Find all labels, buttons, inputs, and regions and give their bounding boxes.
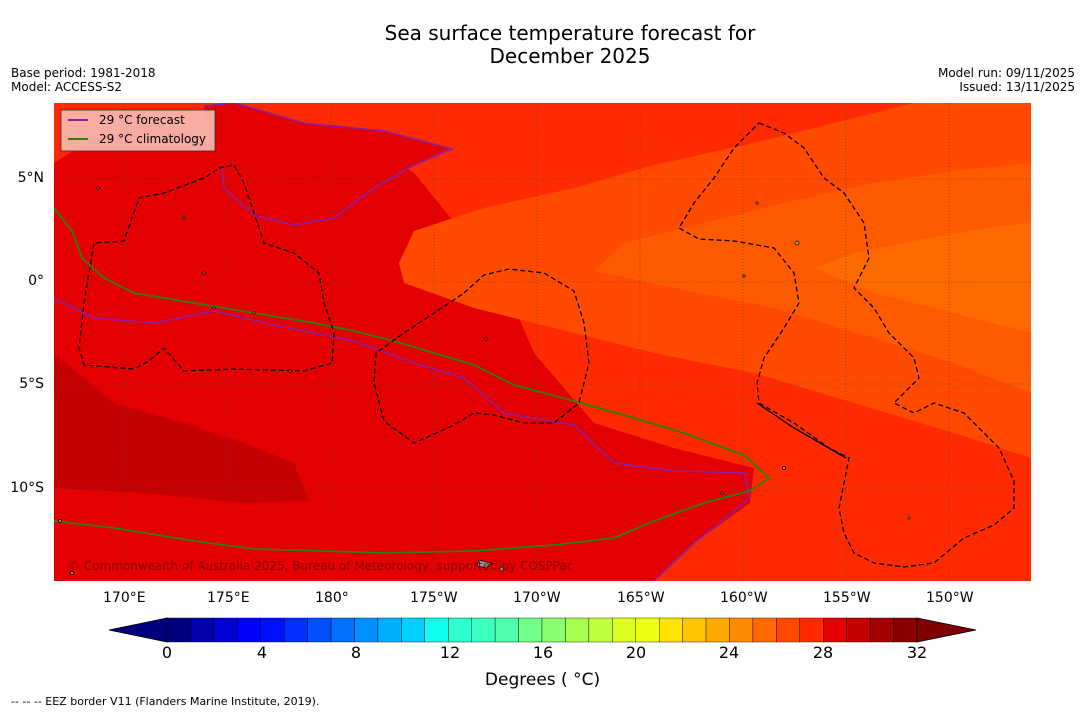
colorbar-cell [893, 617, 918, 643]
base-period-text: Base period: 1981-2018 [11, 66, 156, 80]
colorbar-cell [541, 617, 566, 643]
sst-field-cool-tongue-mid [594, 163, 1031, 393]
title-line-1: Sea surface temperature forecast for [384, 21, 756, 45]
colorbar-max-arrow [916, 617, 977, 643]
sst-field-warmpool-north [204, 103, 449, 225]
eez-footnote: -- -- -- EEZ border V11 (Flanders Marine… [11, 695, 320, 708]
colorbar-cell [823, 617, 847, 643]
colorbar-cell [799, 617, 824, 643]
colorbar-cell [330, 617, 355, 643]
colorbar-cell [518, 617, 543, 643]
colorbar [108, 617, 977, 643]
lat-tick-5n: 5°N [17, 170, 44, 186]
colorbar-cell [424, 617, 449, 643]
colorbar-cell [705, 617, 730, 643]
legend-climatology-label: 29 °C climatology [99, 132, 206, 146]
colorbar-cell [401, 617, 426, 643]
colorbar-cell [658, 617, 683, 643]
lon-tick-175w: 175°W [410, 590, 458, 606]
contour-legend: 29 °C forecast 29 °C climatology [60, 109, 216, 152]
legend-forecast-label: 29 °C forecast [99, 113, 185, 127]
colorbar-tick-12: 12 [439, 643, 461, 662]
colorbar-cell [213, 617, 238, 643]
lon-tick-170e: 170°E [103, 590, 146, 606]
colorbar-cell [377, 617, 402, 643]
colorbar-cell [846, 617, 871, 643]
sst-map: 29 °C forecast 29 °C climatology © Commo… [54, 103, 1031, 581]
colorbar-cell [752, 617, 777, 643]
page-title: Sea surface temperature forecast for Dec… [0, 22, 1085, 68]
lon-tick-175e: 175°E [207, 590, 250, 606]
colorbar-cell [776, 617, 801, 643]
colorbar-cell [307, 617, 332, 643]
meta-left: Base period: 1981-2018 Model: ACCESS-S2 [11, 66, 156, 94]
lat-tick-0: 0° [28, 273, 44, 289]
colorbar-cell [682, 617, 707, 643]
forecast-29c-contour-north [203, 103, 455, 226]
lon-tick-150w: 150°W [926, 590, 974, 606]
colorbar-cell [354, 617, 379, 643]
lon-tick-170w: 170°W [513, 590, 561, 606]
colorbar-tick-0: 0 [161, 643, 173, 662]
title-line-2: December 2025 [489, 44, 651, 68]
lon-tick-155w: 155°W [823, 590, 871, 606]
graticule [54, 103, 1031, 581]
forecast-29c-contour [54, 297, 751, 581]
colorbar-cell [283, 617, 308, 643]
sst-field-hotspot [54, 353, 309, 503]
model-run-text: Model run: 09/11/2025 [937, 66, 1075, 80]
islands [58, 186, 911, 575]
colorbar-tick-16: 16 [532, 643, 554, 662]
colorbar-cell [588, 617, 613, 643]
colorbar-cell [260, 617, 285, 643]
lon-tick-180: 180° [315, 590, 349, 606]
copyright-text: © Commonwealth of Australia 2025, Bureau… [68, 559, 573, 573]
colorbar-cell [869, 617, 894, 643]
eez-border-solid-segment [756, 402, 847, 459]
legend-box [60, 109, 216, 152]
lon-tick-165w: 165°W [617, 590, 665, 606]
colorbar-min-arrow [108, 617, 168, 643]
model-text: Model: ACCESS-S2 [11, 80, 123, 94]
colorbar-cell [471, 617, 496, 643]
colorbar-cell [237, 617, 261, 643]
climatology-29c-contour [54, 207, 771, 554]
colorbar-label: Degrees ( °C) [484, 670, 601, 690]
lat-tick-10s: 10°S [10, 480, 44, 496]
colorbar-tick-32: 32 [906, 643, 928, 662]
colorbar-tick-8: 8 [350, 643, 362, 662]
colorbar-tick-4: 4 [256, 643, 268, 662]
colorbar-tick-24: 24 [718, 643, 740, 662]
lon-tick-160w: 160°W [720, 590, 768, 606]
eez-borders [78, 122, 1015, 568]
colorbar-cell [565, 617, 590, 643]
lat-tick-5s: 5°S [19, 376, 44, 392]
colorbar-cells [166, 617, 918, 643]
colorbar-cell [635, 617, 660, 643]
meta-right: Model run: 09/11/2025 Issued: 13/11/2025 [938, 66, 1075, 94]
issued-text: Issued: 13/11/2025 [959, 80, 1075, 94]
colorbar-cell [166, 617, 191, 643]
colorbar-cell [612, 617, 636, 643]
colorbar-tick-20: 20 [625, 643, 647, 662]
colorbar-tick-28: 28 [812, 643, 834, 662]
colorbar-cell [494, 617, 519, 643]
colorbar-cell [448, 617, 472, 643]
colorbar-cell [729, 617, 754, 643]
colorbar-cell [190, 617, 215, 643]
